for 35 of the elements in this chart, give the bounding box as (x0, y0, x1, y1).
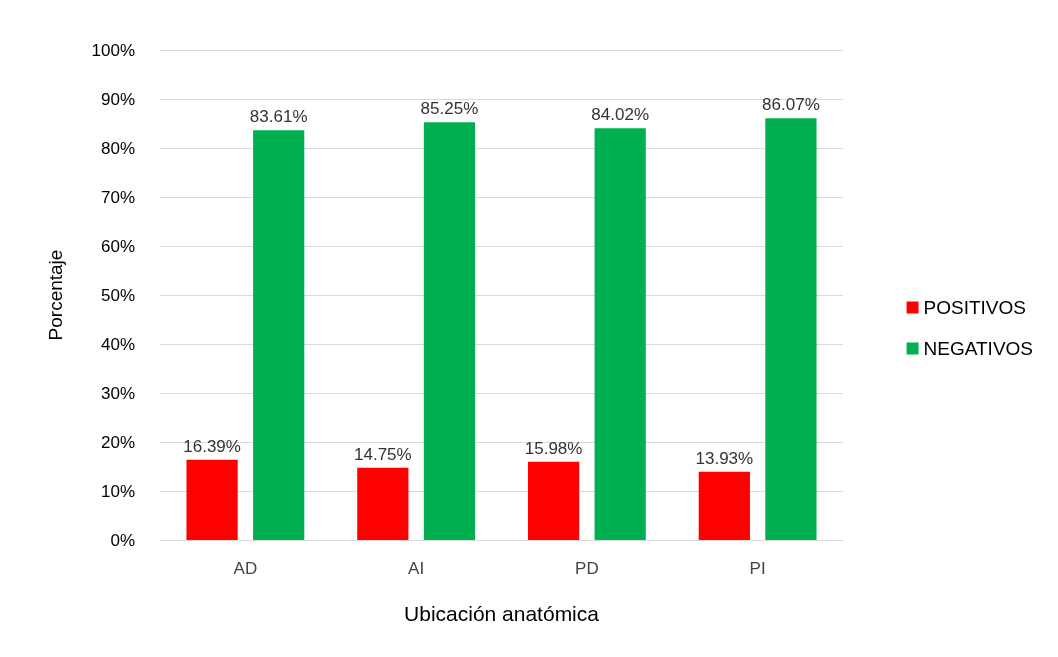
y-tick-label: 10% (100, 481, 135, 501)
data-label: 15.98% (524, 438, 583, 458)
y-tick-label: 30% (100, 383, 135, 403)
data-label: 14.75% (353, 444, 412, 464)
bar (253, 130, 305, 540)
legend-label: POSITIVOS (923, 297, 1026, 318)
y-tick-label: 50% (100, 285, 135, 305)
y-tick-label: 70% (100, 187, 135, 207)
data-label: 83.61% (249, 107, 308, 127)
data-label: 16.39% (183, 436, 241, 456)
bar (698, 471, 750, 540)
y-tick-label: 60% (100, 236, 135, 256)
bar (423, 122, 476, 540)
data-label: 13.93% (695, 448, 754, 468)
x-axis-title: Ubicación anatómica (404, 602, 600, 625)
y-tick-label: 0% (110, 530, 135, 550)
bar (527, 461, 580, 540)
x-tick-label: AD (233, 559, 258, 578)
y-tick-label: 80% (100, 138, 135, 158)
x-tick-label: AI (408, 559, 425, 578)
bar (765, 118, 817, 540)
y-tick-label: 20% (100, 432, 135, 452)
y-tick-label: 40% (100, 334, 135, 354)
bar (594, 128, 646, 540)
x-tick-label: PI (749, 559, 766, 578)
data-label: 86.07% (762, 95, 820, 115)
x-tick-label: PD (575, 559, 599, 578)
data-label: 84.02% (591, 105, 650, 125)
y-axis-title: Porcentaje (45, 249, 66, 341)
y-tick-label: 100% (91, 40, 135, 60)
bar (186, 459, 238, 540)
legend-label: NEGATIVOS (923, 338, 1034, 359)
data-label: 85.25% (420, 99, 479, 119)
y-tick-label: 90% (100, 89, 135, 109)
bar (357, 467, 409, 540)
